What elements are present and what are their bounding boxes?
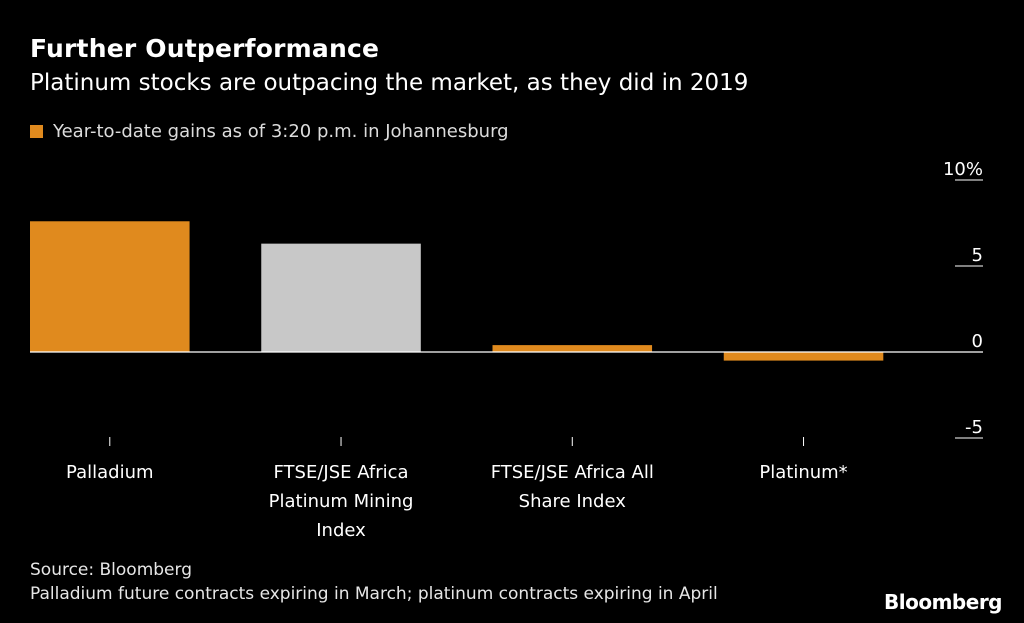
bar [30, 221, 190, 352]
bar [261, 243, 421, 352]
chart-title: Further Outperformance [30, 34, 380, 63]
legend-swatch [30, 125, 43, 138]
x-tick-label: Palladium [66, 462, 153, 483]
footnote: Palladium future contracts expiring in M… [30, 584, 718, 604]
x-tick-label: FTSE/JSE Africa All Share Index [491, 462, 654, 512]
legend: Year-to-date gains as of 3:20 p.m. in Jo… [30, 121, 509, 142]
y-tick-label: 5 [972, 245, 983, 266]
bar [723, 352, 884, 361]
bar [492, 345, 653, 352]
y-tick-label: -5 [965, 417, 983, 438]
x-tick-label: Platinum* [759, 462, 847, 483]
y-tick-label: 10% [943, 159, 983, 180]
bloomberg-logo: Bloomberg [884, 590, 1002, 614]
legend-label: Year-to-date gains as of 3:20 p.m. in Jo… [53, 121, 509, 142]
y-tick-label: 0 [972, 331, 983, 352]
chart-subtitle: Platinum stocks are outpacing the market… [30, 70, 749, 96]
x-tick-label: FTSE/JSE Africa Platinum Mining Index [269, 462, 414, 541]
source-note: Source: Bloomberg [30, 560, 192, 580]
